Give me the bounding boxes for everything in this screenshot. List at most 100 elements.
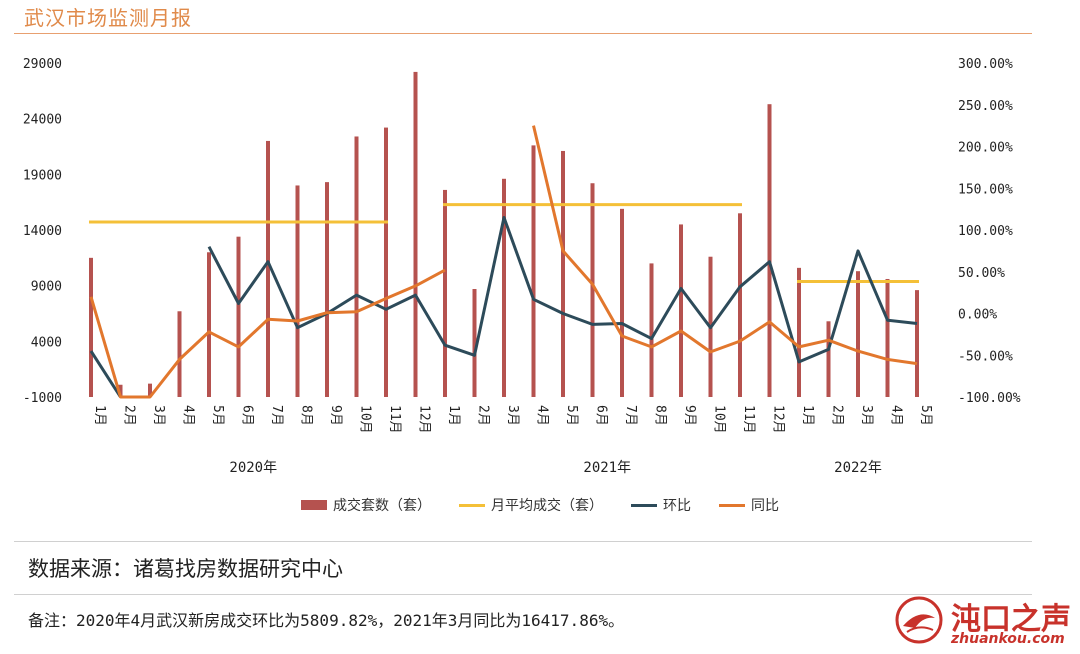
legend-item-volume[interactable]: 成交套数（套） <box>301 495 431 515</box>
right-axis-tick-label: -50.00% <box>958 349 1013 364</box>
line-mom <box>89 350 122 398</box>
legend-label-mom: 环比 <box>663 498 691 514</box>
bar-volume <box>915 290 919 397</box>
logo-subtext: zhuankou.com <box>951 631 1065 647</box>
year-labels: 2020年 2021年 2022年 <box>229 460 881 476</box>
x-axis-tick-label: 1月 <box>800 405 815 426</box>
x-axis-tick-label: 2月 <box>830 405 845 426</box>
bar-volume <box>472 289 477 397</box>
x-axis-tick-label: 10月 <box>712 405 727 434</box>
line-yoy <box>89 268 446 399</box>
x-axis-tick-label: 4月 <box>889 405 904 426</box>
footnote: 备注：2020年4月武汉新房成交环比为5809.82%，2021年3月同比为16… <box>28 611 625 630</box>
bar-volume <box>295 185 300 397</box>
right-axis-tick-label: 50.00% <box>958 266 1005 281</box>
legend: 成交套数（套） 月平均成交（套） 环比 同比 <box>0 494 1080 516</box>
left-axis-tick-label: 14000 <box>23 224 62 239</box>
x-axis-tick-label: 10月 <box>358 405 373 434</box>
x-axis-tick-label: 3月 <box>151 405 166 426</box>
left-axis-tick-label: 29000 <box>23 57 62 72</box>
data-source: 数据来源：诸葛找房数据研究中心 <box>28 557 343 581</box>
left-axis-tick-label: 4000 <box>31 335 62 350</box>
left-axis-tick-label: 9000 <box>31 280 62 295</box>
x-axis-tick-label: 7月 <box>269 405 284 426</box>
x-axis-tick-label: 1月 <box>92 405 107 426</box>
x-axis-tick-label: 9月 <box>328 405 343 426</box>
bar-volume <box>797 267 801 397</box>
site-logo[interactable]: 沌口之声 zhuankou.com <box>893 594 1073 650</box>
legend-label-yoy: 同比 <box>751 498 779 514</box>
x-axis-tick-label: 11月 <box>387 405 402 434</box>
bar-volume <box>89 257 93 397</box>
bar-volume <box>767 104 772 398</box>
bar-volume <box>236 236 241 397</box>
right-axis-tick-label: 200.00% <box>958 141 1013 156</box>
x-axis-tick-label: 8月 <box>299 405 314 426</box>
bar-volume <box>561 150 565 397</box>
bar-series <box>89 71 919 398</box>
x-axis-tick-label: 8月 <box>653 405 668 426</box>
bar-volume <box>177 311 182 397</box>
x-axis-tick-label: 7月 <box>623 405 638 426</box>
right-axis-tick-label: 100.00% <box>958 224 1013 239</box>
x-axis-tick-label: 12月 <box>417 405 432 434</box>
x-axis-tick-label: 9月 <box>682 405 697 426</box>
bar-volume <box>649 263 654 397</box>
bar-volume <box>590 183 595 397</box>
source-divider <box>14 541 1032 542</box>
page-title: 武汉市场监测月报 <box>24 6 192 30</box>
year-label: 2022年 <box>834 460 882 476</box>
legend-label-volume: 成交套数（套） <box>333 498 431 514</box>
left-axis-tick-label: 19000 <box>23 168 62 183</box>
x-axis-tick-label: 5月 <box>210 405 225 426</box>
logo-emblem-icon <box>895 596 943 644</box>
bar-volume <box>443 189 447 397</box>
x-axis-tick-label: 3月 <box>505 405 520 426</box>
right-axis-tick-label: 300.00% <box>958 57 1013 72</box>
right-axis-tick-label: -100.00% <box>958 391 1021 406</box>
x-axis-tick-label: 3月 <box>859 405 874 426</box>
bar-volume <box>531 145 536 397</box>
x-axis-ticks: 1月 2月 3月 4月 5月 6月 7月 8月 9月 10月 11月 12月 1月 2月 3月 4月 5月 6月 7… <box>92 405 933 434</box>
legend-swatch-yoy <box>719 503 745 507</box>
legend-swatch-monthly-average <box>459 503 485 507</box>
bar-volume <box>266 140 270 397</box>
bar-volume <box>502 178 506 397</box>
line-series <box>89 125 919 399</box>
bar-volume <box>384 127 388 397</box>
x-axis-tick-label: 1月 <box>446 405 461 426</box>
bar-volume <box>856 271 860 397</box>
x-axis-tick-label: 6月 <box>594 405 609 426</box>
chart: 29000 24000 19000 14000 9000 4000 -1000 300.00… <box>23 57 1021 476</box>
legend-swatch-mom <box>631 503 657 507</box>
x-axis-tick-label: 4月 <box>181 405 196 426</box>
bar-volume <box>738 213 742 397</box>
bar-volume <box>885 278 890 397</box>
bar-volume <box>354 136 359 398</box>
bar-volume <box>325 182 329 397</box>
legend-item-monthly-average[interactable]: 月平均成交（套） <box>459 495 603 515</box>
logo-text: 沌口之声 <box>951 602 1071 637</box>
legend-swatch-volume <box>301 500 327 510</box>
title-divider <box>14 33 1032 34</box>
x-axis-tick-label: 2月 <box>122 405 137 426</box>
bar-volume <box>118 384 123 397</box>
x-axis-tick-label: 4月 <box>535 405 550 426</box>
left-axis-ticks: 29000 24000 19000 14000 9000 4000 -1000 <box>23 57 62 406</box>
footnote-divider <box>14 594 1032 595</box>
line-yoy <box>532 125 918 366</box>
x-axis-tick-label: 5月 <box>918 405 933 426</box>
x-axis-tick-label: 5月 <box>564 405 579 426</box>
legend-label-monthly-average: 月平均成交（套） <box>491 498 603 514</box>
bar-volume <box>826 321 831 397</box>
right-axis-tick-label: 150.00% <box>958 182 1013 197</box>
bar-volume <box>679 224 683 397</box>
legend-item-mom[interactable]: 环比 <box>631 495 691 515</box>
bar-volume <box>413 71 418 397</box>
right-axis-ticks: 300.00% 250.00% 200.00% 150.00% 100.00% 50.00… <box>958 57 1021 406</box>
x-axis-tick-label: 2月 <box>476 405 491 426</box>
right-axis-tick-label: 250.00% <box>958 99 1013 114</box>
legend-item-yoy[interactable]: 同比 <box>719 495 779 515</box>
year-label: 2021年 <box>583 460 631 476</box>
bar-volume <box>207 252 211 397</box>
